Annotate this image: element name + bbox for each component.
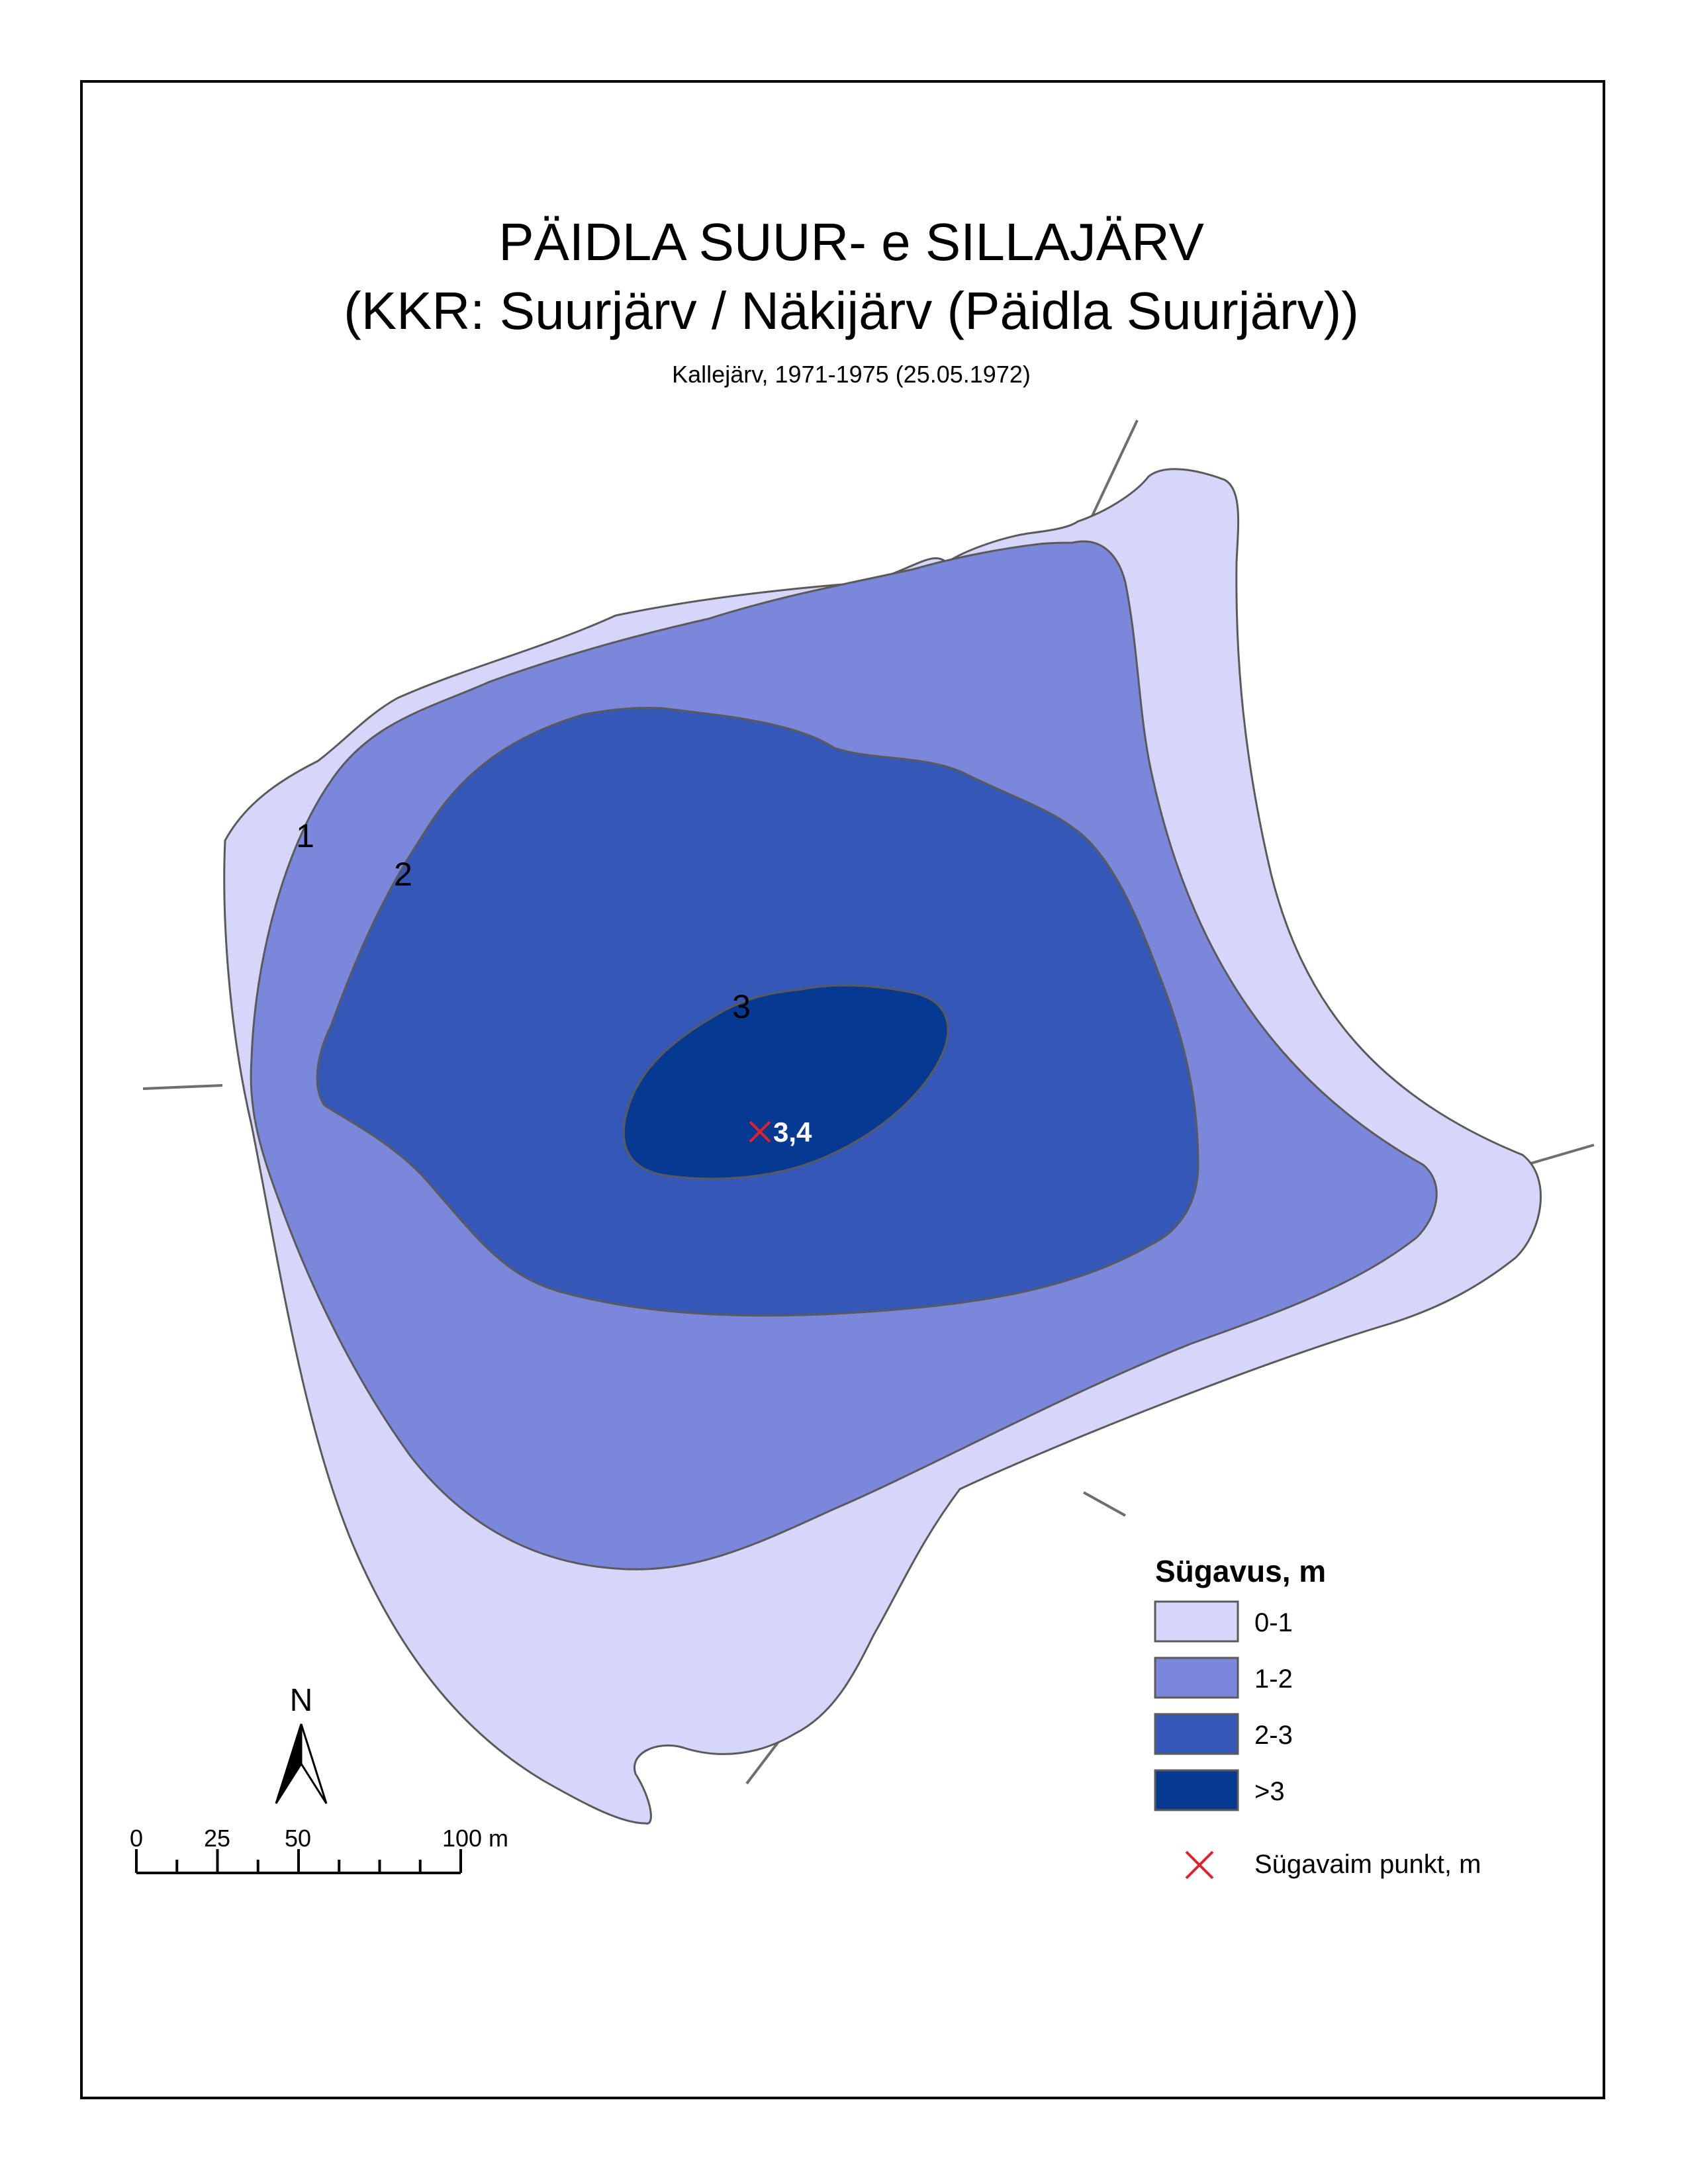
legend-label-2-3: 2-3 [1254,1721,1293,1750]
stream-line-east [1525,1144,1595,1166]
map-title-alt-names: (KKR: Suurjärv / Näkijärv (Päidla Suurjä… [344,281,1359,340]
deepest-point-label: 3,4 [773,1116,812,1148]
legend-marker-icon [1185,1850,1214,1880]
north-arrow-icon [275,1723,328,1804]
legend-swatch-0-1 [1154,1600,1239,1643]
legend-marker-label: Sügavaim punkt, m [1254,1850,1481,1879]
contour-label-3m: 3 [732,988,751,1025]
scale-bar-ticks [135,1849,462,1874]
deepest-point-marker [749,1120,771,1143]
map-subtitle: Kallejärv, 1971-1975 (25.05.1972) [672,361,1031,388]
contour-label-2m: 2 [394,856,412,893]
legend-label-0-1: 0-1 [1254,1608,1293,1637]
scale-bar: 0 25 50 100 m [130,1825,508,1874]
legend-label-1-2: 1-2 [1254,1664,1293,1694]
stream-line-southeast [1083,1491,1126,1517]
stream-line-northeast [1088,420,1139,523]
scale-label-0: 0 [130,1825,143,1852]
map-title: PÄIDLA SUUR- e SILLAJÄRV [498,212,1204,271]
depth-zone-over-3 [622,984,949,1180]
legend-swatch-1-2 [1154,1657,1239,1699]
contour-label-1m: 1 [296,817,314,854]
legend: Sügavus, m 0-1 1-2 2-3 >3 Sügavaim punkt… [1154,1554,1481,1880]
scale-label-50: 50 [285,1825,311,1852]
legend-title: Sügavus, m [1155,1554,1326,1588]
map-frame [80,80,1605,2099]
legend-swatch-2-3 [1154,1713,1239,1755]
north-arrow-label: N [290,1683,313,1718]
scale-label-100: 100 m [442,1825,508,1852]
north-arrow: N [275,1683,328,1804]
stream-line-west [142,1084,223,1090]
legend-label-over-3: >3 [1254,1777,1285,1806]
scale-label-25: 25 [204,1825,230,1852]
legend-swatch-over-3 [1154,1769,1239,1811]
